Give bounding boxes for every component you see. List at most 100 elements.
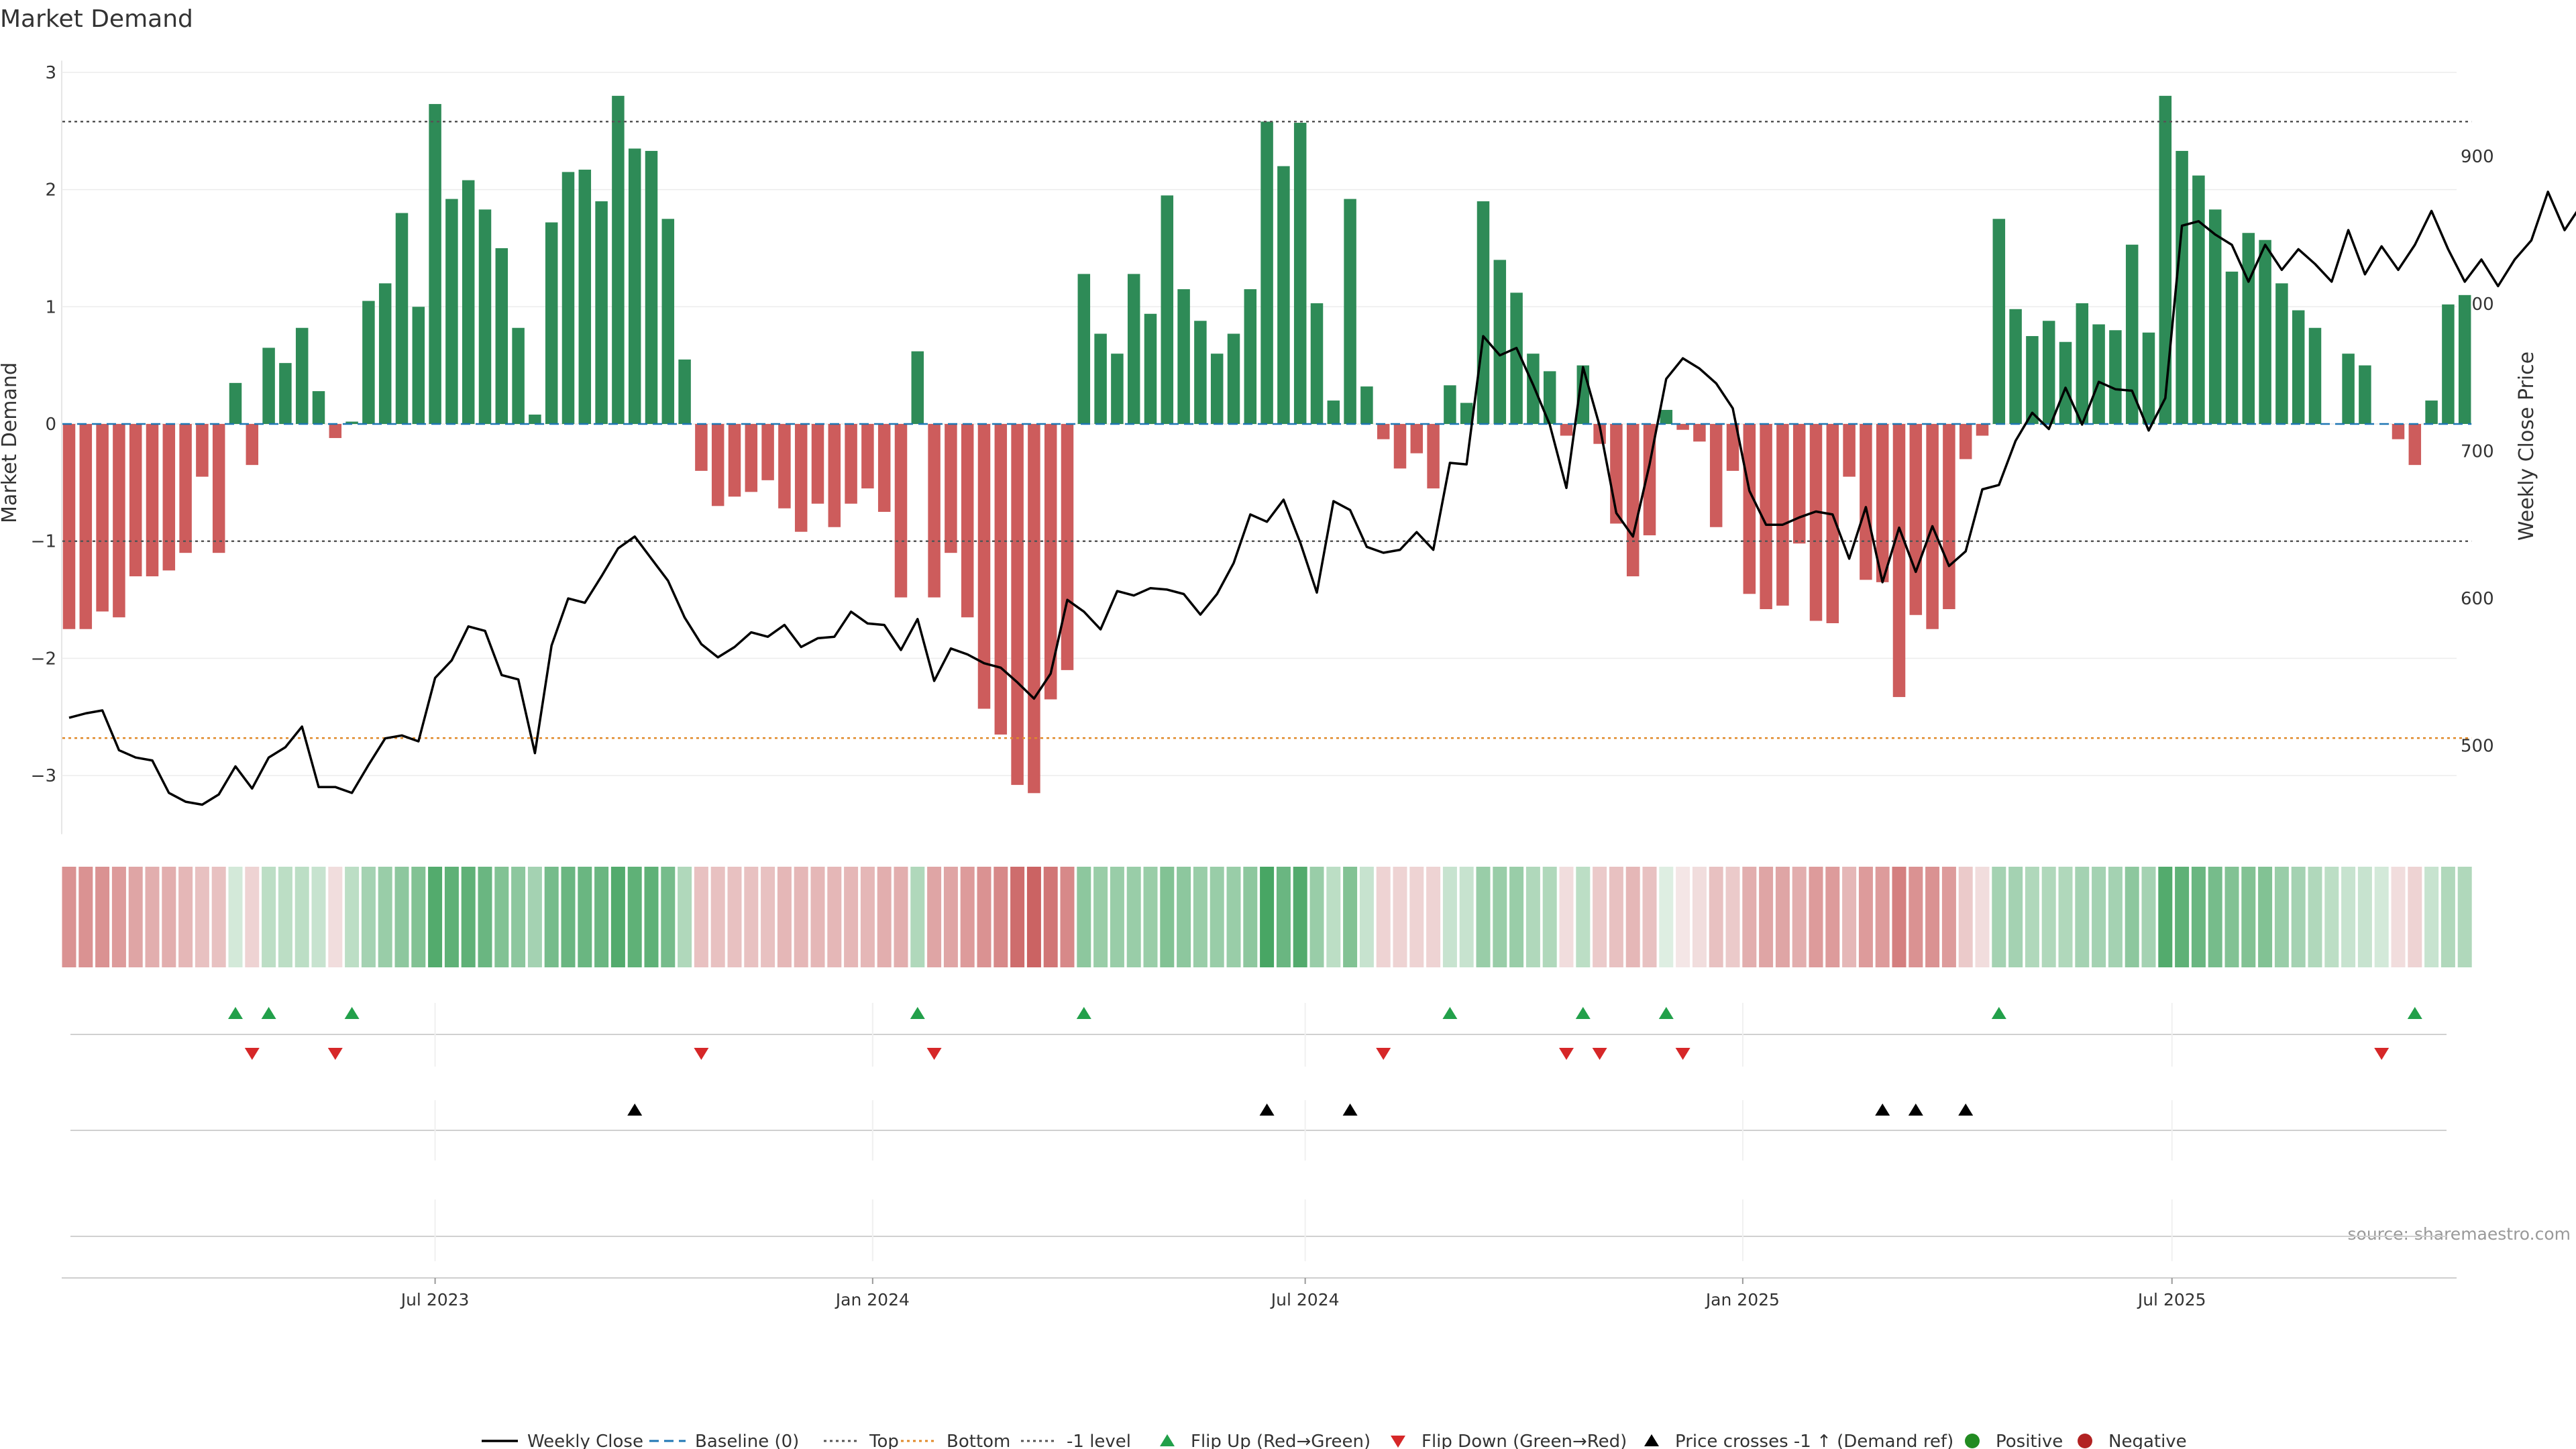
negative-demand-bar [1743, 424, 1756, 594]
negative-demand-bar [1760, 424, 1772, 610]
legend-label: Bottom [947, 1432, 1010, 1449]
positive-demand-bar [1277, 166, 1290, 424]
heat-cell [2008, 867, 2023, 967]
positive-demand-bar [2125, 244, 2139, 424]
heat-cell [1143, 867, 1158, 967]
negative-demand-bar [1377, 424, 1390, 439]
flip-down-marker [1675, 1048, 1690, 1060]
heat-cell [1975, 867, 1990, 967]
heat-cell [511, 867, 526, 967]
negative-demand-bar [1860, 424, 1872, 580]
x-axis: Jul 2023 Jan 2024 Jul 2024 Jan 2025 Jul 2025 [62, 1003, 2457, 1309]
positive-demand-bar [1510, 292, 1523, 424]
legend: Weekly Close Baseline (0) Top Bottom -1 leve… [482, 1432, 2187, 1449]
negative-demand-bar [1892, 424, 1906, 698]
negative-demand-bar [728, 424, 741, 497]
positive-demand-bar [645, 150, 658, 424]
heat-cell [2241, 867, 2256, 967]
positive-demand-bar [1077, 274, 1091, 424]
negative-demand-bar [1011, 424, 1024, 786]
positive-demand-bar [345, 421, 358, 424]
negative-demand-bar [1809, 424, 1823, 621]
positive-demand-bar [678, 359, 691, 424]
heat-cell [444, 867, 459, 967]
heat-cell [1542, 867, 1557, 967]
x-tick-label: Jul 2025 [2137, 1290, 2206, 1309]
heat-cell [128, 867, 143, 967]
heat-cell [1676, 867, 1690, 967]
right-tick-label: 500 [2461, 737, 2494, 757]
legend-label: Baseline (0) [695, 1432, 799, 1449]
heat-cell [1958, 867, 1973, 967]
heat-cell [827, 867, 842, 967]
heat-cell [245, 867, 260, 967]
legend-label: -1 level [1067, 1432, 1131, 1449]
legend-icon-price-cross [1644, 1434, 1659, 1446]
heat-cell [1625, 867, 1640, 967]
heat-cell [1825, 867, 1840, 967]
price-cross-marker [627, 1104, 643, 1116]
heat-cell [860, 867, 875, 967]
legend-label: Flip Up (Red→Green) [1191, 1432, 1371, 1449]
positive-demand-bar [2076, 303, 2089, 424]
heat-cell [2108, 867, 2123, 967]
positive-demand-bar [2159, 95, 2172, 424]
flip-up-marker [228, 1007, 243, 1019]
positive-demand-bar [2359, 365, 2371, 424]
negative-demand-bar [994, 424, 1008, 735]
legend-icon-flip-up [1160, 1434, 1175, 1446]
positive-demand-bar [1177, 289, 1190, 424]
heat-cell [2058, 867, 2073, 967]
heat-cell [1858, 867, 1873, 967]
positive-demand-bar [545, 222, 558, 424]
heat-cell [2092, 867, 2106, 967]
negative-demand-bar [945, 424, 957, 553]
positive-demand-bar [1460, 402, 1473, 424]
negative-demand-bar [212, 424, 225, 553]
positive-demand-bar [1144, 313, 1157, 424]
heat-cell [1593, 867, 1607, 967]
heat-cell [1293, 867, 1307, 967]
price-cross-marker [1958, 1104, 1974, 1116]
negative-demand-bar [1626, 424, 1640, 577]
positive-demand-bar [2109, 330, 2122, 424]
negative-demand-bar [745, 424, 758, 492]
flip-down-marker [694, 1048, 709, 1060]
negative-demand-bar [778, 424, 791, 508]
heat-cell [1925, 867, 1940, 967]
negative-demand-bar [62, 424, 76, 629]
heat-cell [1525, 867, 1540, 967]
flip-up-marker [910, 1007, 925, 1019]
positive-demand-bar [512, 327, 525, 424]
heat-cell [2175, 867, 2190, 967]
negative-demand-bar [928, 424, 941, 598]
negative-demand-bar [113, 424, 125, 618]
positive-demand-bar [1992, 219, 2006, 424]
positive-demand-bar [1527, 354, 1540, 424]
positive-demand-bar [2292, 310, 2305, 424]
heat-cell [1759, 867, 1774, 967]
positive-demand-bar [1327, 400, 1340, 424]
positive-demand-bar [2458, 294, 2471, 424]
heat-cell [1442, 867, 1457, 967]
price-cross-marker [1908, 1104, 1923, 1116]
positive-demand-bar [612, 95, 625, 424]
positive-demand-bar [1244, 289, 1257, 424]
heat-cell [2208, 867, 2222, 967]
heat-cell [1077, 867, 1091, 967]
heat-cell [1210, 867, 1224, 967]
x-tick-label: Jan 2025 [1705, 1290, 1780, 1309]
heat-cell [2141, 867, 2156, 967]
positive-demand-bar [2225, 271, 2239, 424]
heat-cell [1725, 867, 1740, 967]
right-tick-label: 700 [2461, 441, 2494, 462]
positive-demand-bar [578, 169, 592, 424]
negative-demand-bar [711, 424, 724, 506]
positive-demand-bar [2208, 209, 2222, 424]
flip-up-marker [1658, 1007, 1674, 1019]
positive-demand-bar [2259, 239, 2271, 424]
price-cross-panel [70, 1104, 2447, 1131]
x-tick-label: Jul 2023 [400, 1290, 470, 1309]
legend-label: Top [869, 1432, 899, 1449]
